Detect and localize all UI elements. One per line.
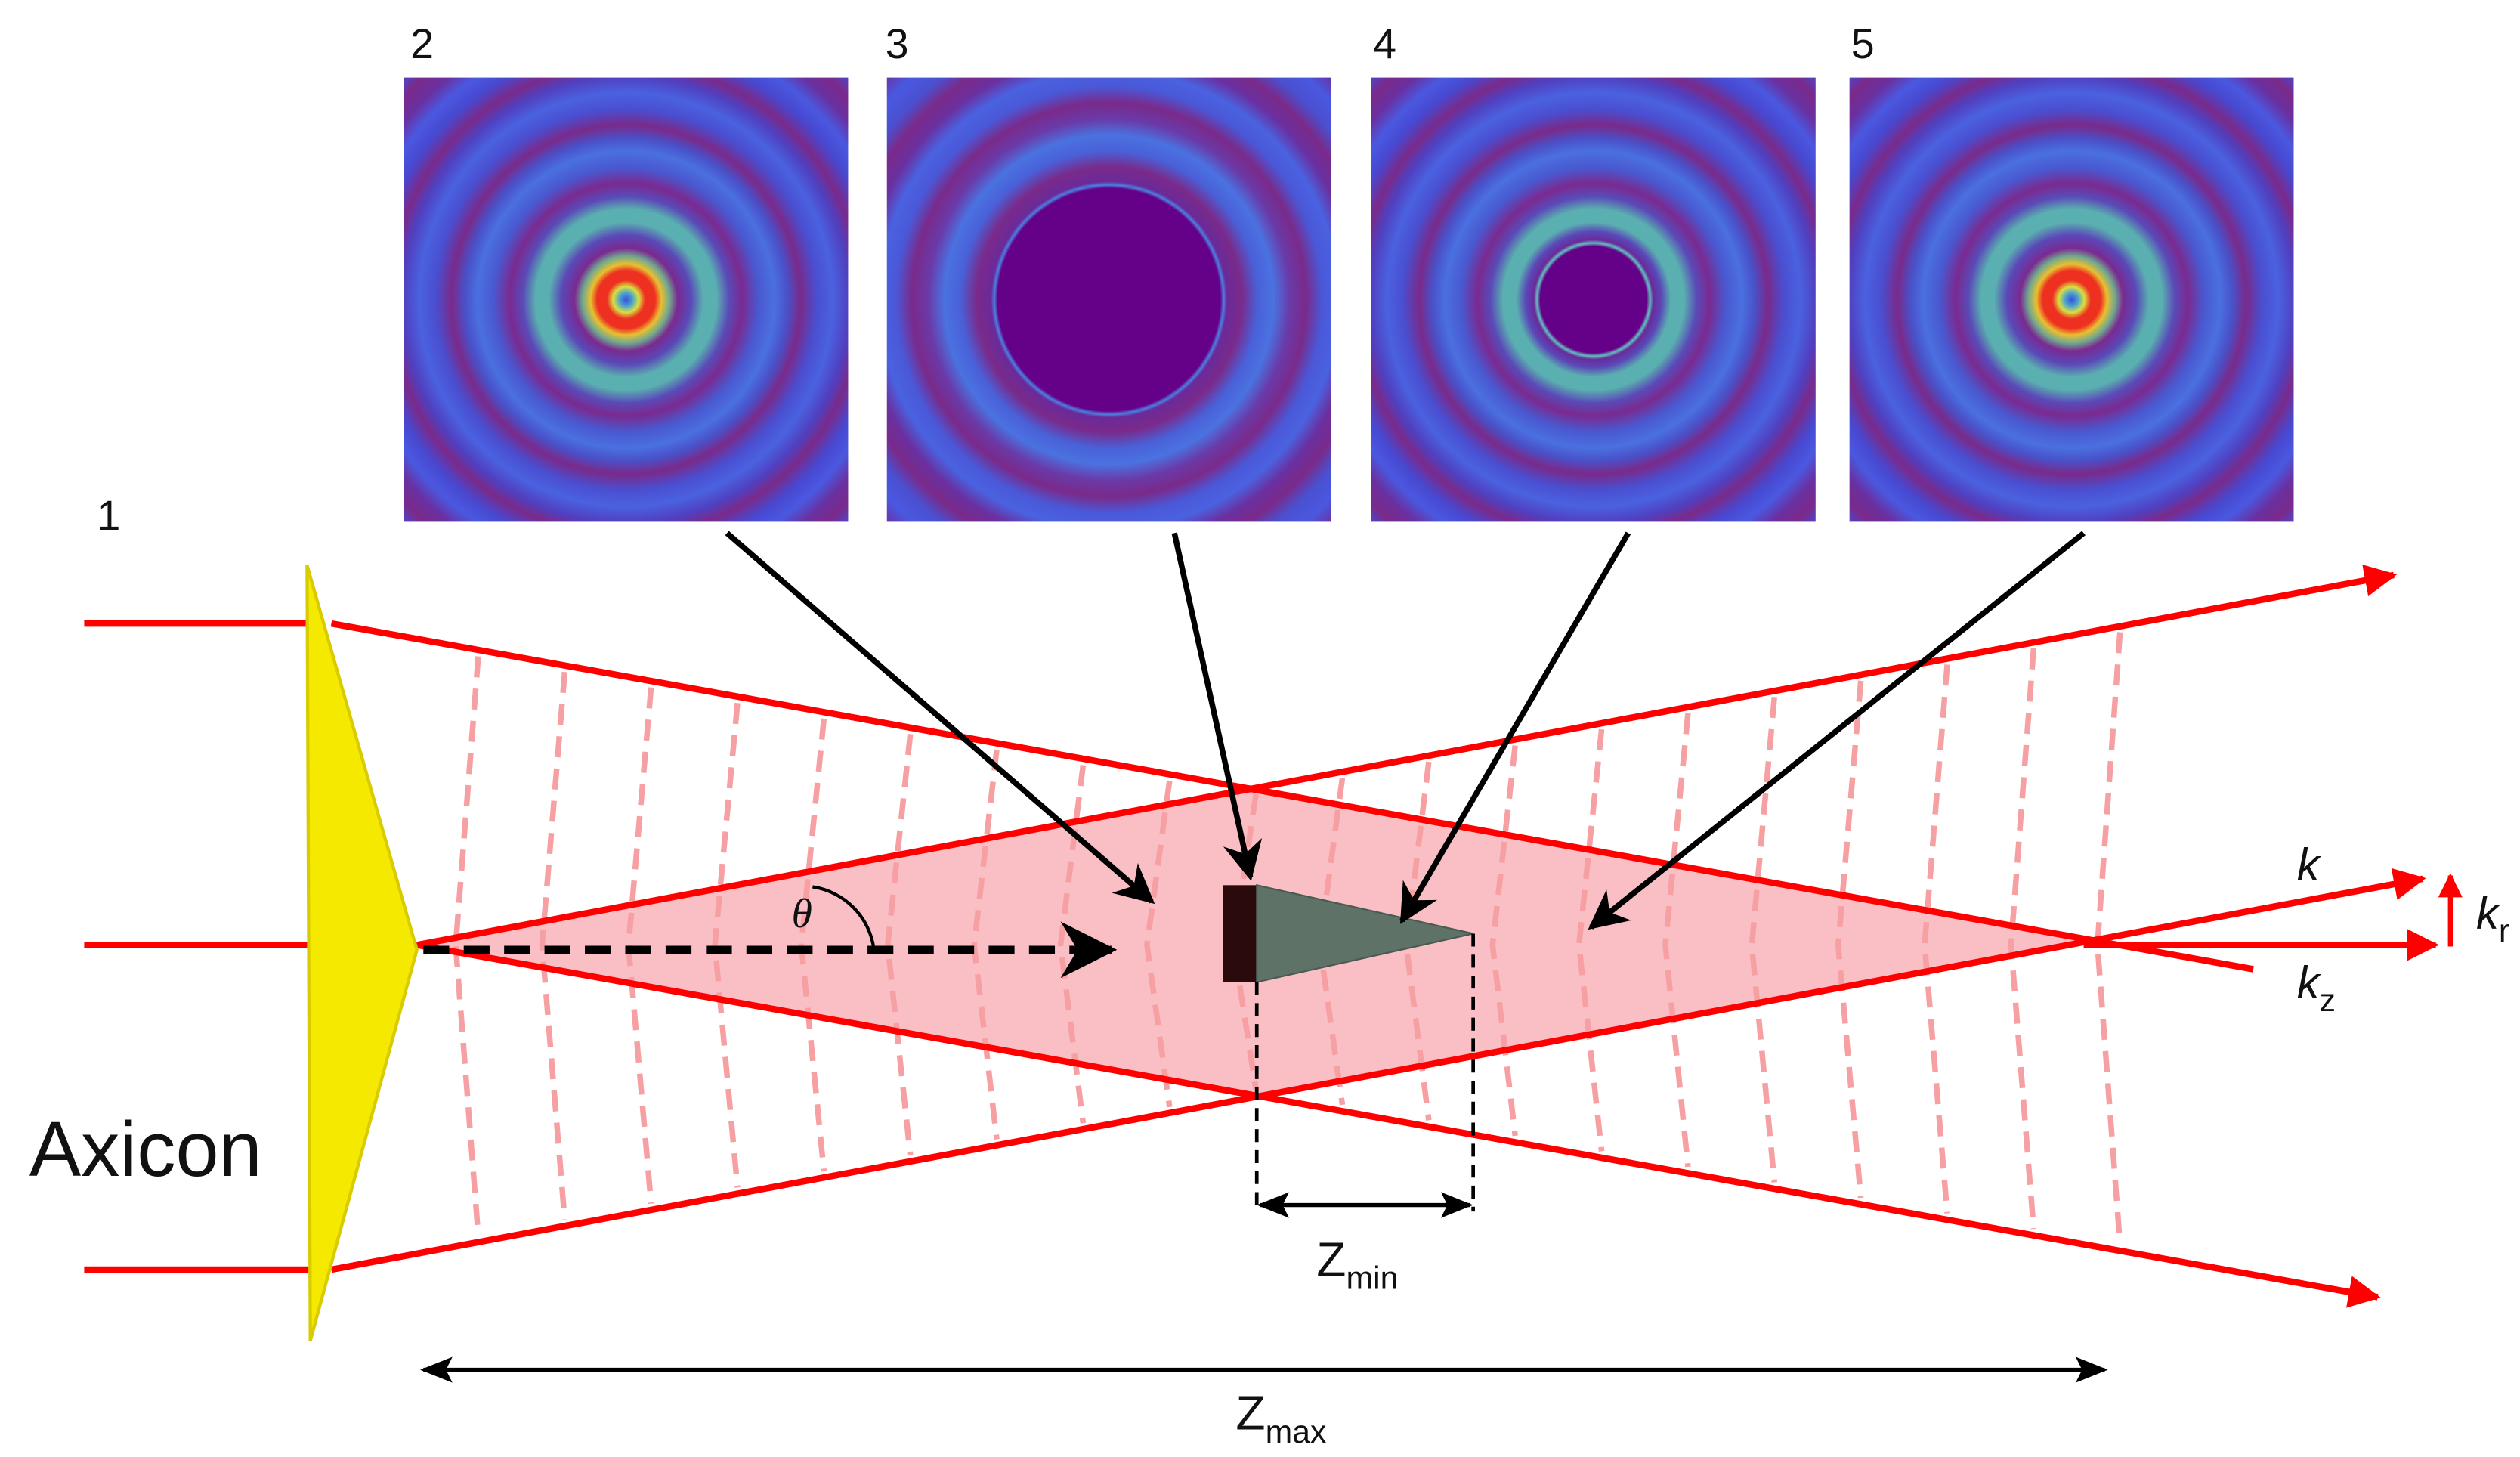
wavefront-line <box>1835 680 1864 1199</box>
pointer-arrow-panel-3 <box>1171 532 1263 881</box>
wavefront-line <box>1489 745 1518 1137</box>
wavefront-line <box>798 718 827 1172</box>
wavefront-line <box>625 687 654 1205</box>
panel-label-5: 5 <box>1851 20 1875 67</box>
wavefront-line <box>2008 648 2037 1230</box>
obstacle-block <box>1223 885 1257 982</box>
wavefront-line <box>1144 780 1173 1108</box>
intensity-panel-5 <box>1849 77 2294 522</box>
wavefront-line <box>1749 696 1778 1183</box>
pointer-arrow-panel-4 <box>1399 531 1631 924</box>
pointer-arrow-panel-5 <box>1588 531 2086 930</box>
panel-label-1: 1 <box>97 492 121 539</box>
wavefront-line <box>712 702 741 1188</box>
intensity-panels <box>404 77 2294 522</box>
refracted-ray-bottom-k <box>330 868 2426 1273</box>
panel-label-4: 4 <box>1373 20 1396 67</box>
wavefront-line <box>539 671 568 1220</box>
refracted-ray-upper-arrow <box>416 565 2398 948</box>
panel-label-2: 2 <box>410 20 434 67</box>
pointer-arrow-panel-2 <box>725 531 1155 905</box>
wavefront-line <box>885 733 914 1156</box>
wavefront-line <box>1403 761 1432 1121</box>
panel-label-3: 3 <box>886 20 909 67</box>
theta-label: θ <box>792 890 812 937</box>
axicon-lens <box>305 565 419 1341</box>
axicon-label: Axicon <box>29 1106 262 1193</box>
obstacle-shadow-cone <box>1256 884 1473 983</box>
intensity-panel-3 <box>886 77 1331 522</box>
zmax-label: Zmax <box>1235 1386 1326 1450</box>
kz-label: kz <box>2297 957 2336 1019</box>
theta-angle-arc <box>812 885 876 951</box>
kr-label: kr <box>2476 888 2509 949</box>
zmin-label: Zmin <box>1316 1233 1398 1297</box>
wavefront-line <box>1662 713 1691 1168</box>
wavefront-line <box>2095 632 2123 1245</box>
wavefront-line <box>1922 664 1950 1214</box>
wavefront-line <box>1575 728 1605 1152</box>
k-label: k <box>2297 840 2322 890</box>
wavefronts <box>453 632 2123 1245</box>
refracted-ray-lower-arrow <box>416 942 2381 1308</box>
intensity-panel-2 <box>404 77 849 522</box>
wavefront-line <box>971 749 1000 1140</box>
refracted-ray-top <box>330 620 2254 973</box>
intensity-panel-4 <box>1371 77 1816 522</box>
